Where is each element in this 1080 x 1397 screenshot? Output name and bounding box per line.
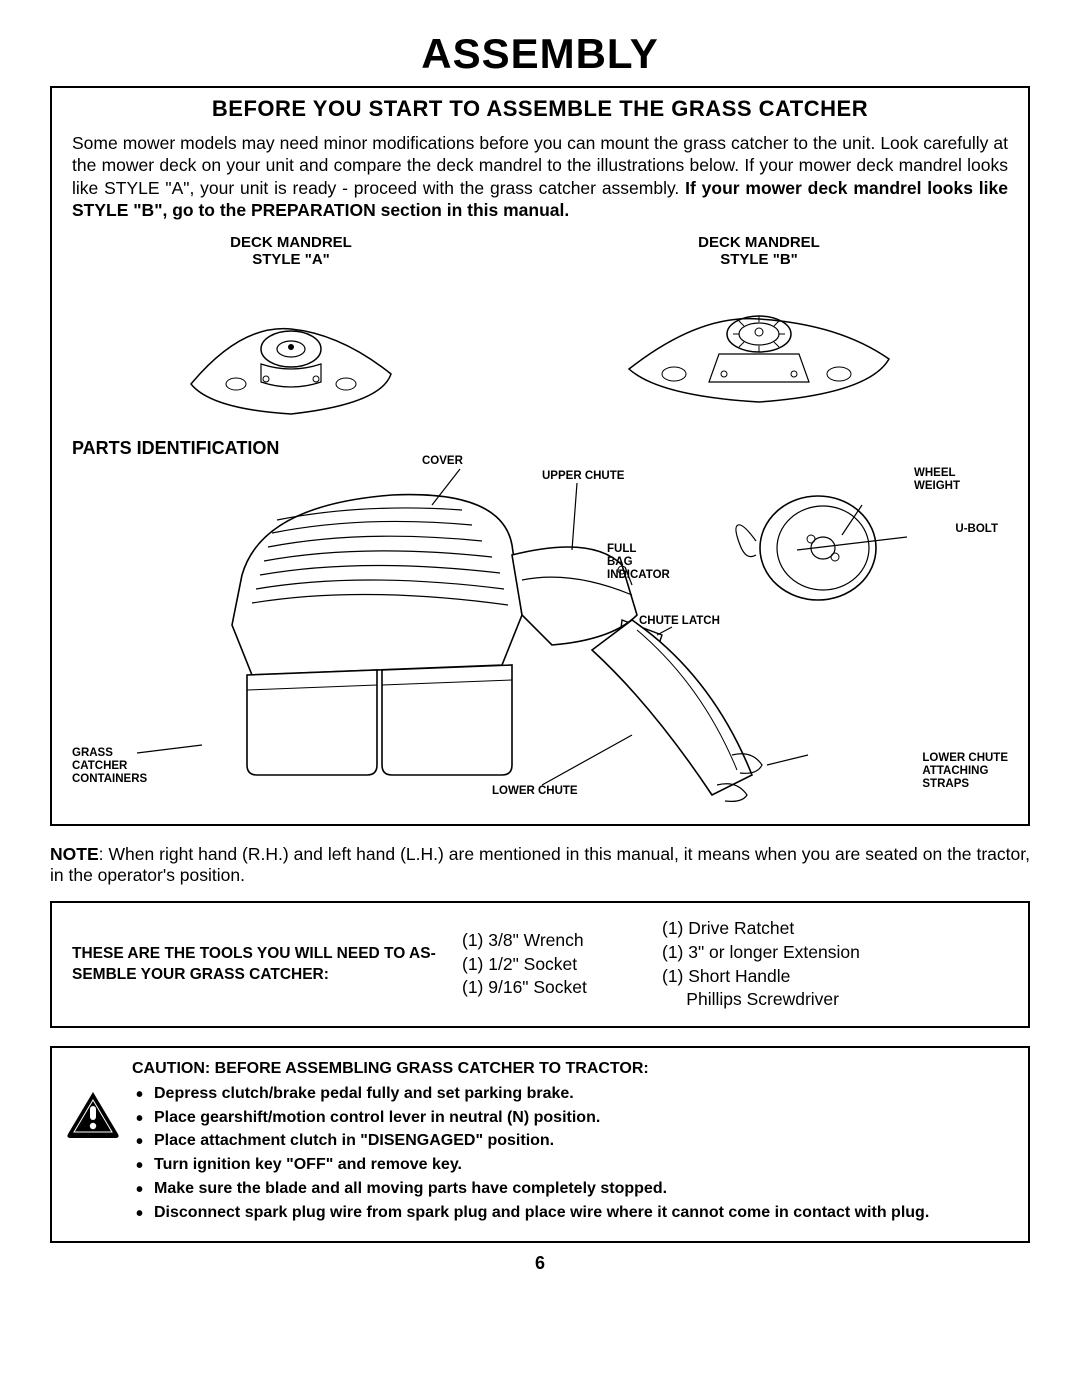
section-heading: BEFORE YOU START TO ASSEMBLE THE GRASS C… [72,96,1008,122]
tool-item: (1) Short Handle [662,965,1008,989]
parts-diagram: COVER UPPER CHUTE WHEEL WEIGHT U-BOLT FU… [72,455,1008,810]
tool-item: (1) 3" or longer Extension [662,941,1008,965]
page-number: 6 [50,1253,1030,1274]
intro-paragraph: Some mower models may need minor modific… [72,132,1008,222]
note-paragraph: NOTE: When right hand (R.H.) and left ha… [50,844,1030,888]
note-text: : When right hand (R.H.) and left hand (… [50,844,1030,886]
mandrel-style-a: DECK MANDREL STYLE "A" [181,234,401,428]
caution-item: Make sure the blade and all moving parts… [132,1179,1008,1200]
tool-item: Phillips Screwdriver [662,988,1008,1012]
mandrel-b-illustration [619,274,899,414]
tool-item: (1) 3/8" Wrench [462,929,652,953]
mandrel-b-line2: STYLE "B" [619,251,899,268]
warning-icon [66,1090,120,1138]
tool-item: (1) Drive Ratchet [662,917,1008,941]
tools-column-2: (1) Drive Ratchet (1) 3" or longer Exten… [662,917,1008,1012]
leader-lines [72,455,1008,810]
tools-column-1: (1) 3/8" Wrench (1) 1/2" Socket (1) 9/16… [462,929,652,1000]
tools-box: THESE ARE THE TOOLS YOU WILL NEED TO AS­… [50,901,1030,1028]
caution-box: CAUTION: BEFORE ASSEMBLING GRASS CATCHER… [50,1046,1030,1243]
caution-item: Place attachment clutch in "DISENGAGED" … [132,1131,1008,1152]
mandrel-style-b: DECK MANDREL STYLE "B" [619,234,899,418]
mandrel-b-line1: DECK MANDREL [619,234,899,251]
tool-item: (1) 9/16" Socket [462,976,652,1000]
mandrel-a-line1: DECK MANDREL [181,234,401,251]
caution-heading: CAUTION: BEFORE ASSEMBLING GRASS CATCHER… [132,1060,1008,1078]
caution-item: Turn ignition key "OFF" and remove key. [132,1155,1008,1176]
caution-list: Depress clutch/brake pedal fully and set… [132,1084,1008,1224]
mandrel-row: DECK MANDREL STYLE "A" DECK MANDREL STYL… [72,234,1008,428]
mandrel-a-illustration [181,274,401,424]
page-title: ASSEMBLY [50,30,1030,78]
note-prefix: NOTE [50,844,99,864]
tools-heading: THESE ARE THE TOOLS YOU WILL NEED TO AS­… [72,944,452,984]
caution-item: Depress clutch/brake pedal fully and set… [132,1084,1008,1105]
caution-item: Place gearshift/motion control lever in … [132,1108,1008,1129]
mandrel-a-line2: STYLE "A" [181,251,401,268]
caution-item: Disconnect spark plug wire from spark pl… [132,1203,1008,1224]
main-assembly-box: BEFORE YOU START TO ASSEMBLE THE GRASS C… [50,86,1030,826]
tool-item: (1) 1/2" Socket [462,953,652,977]
